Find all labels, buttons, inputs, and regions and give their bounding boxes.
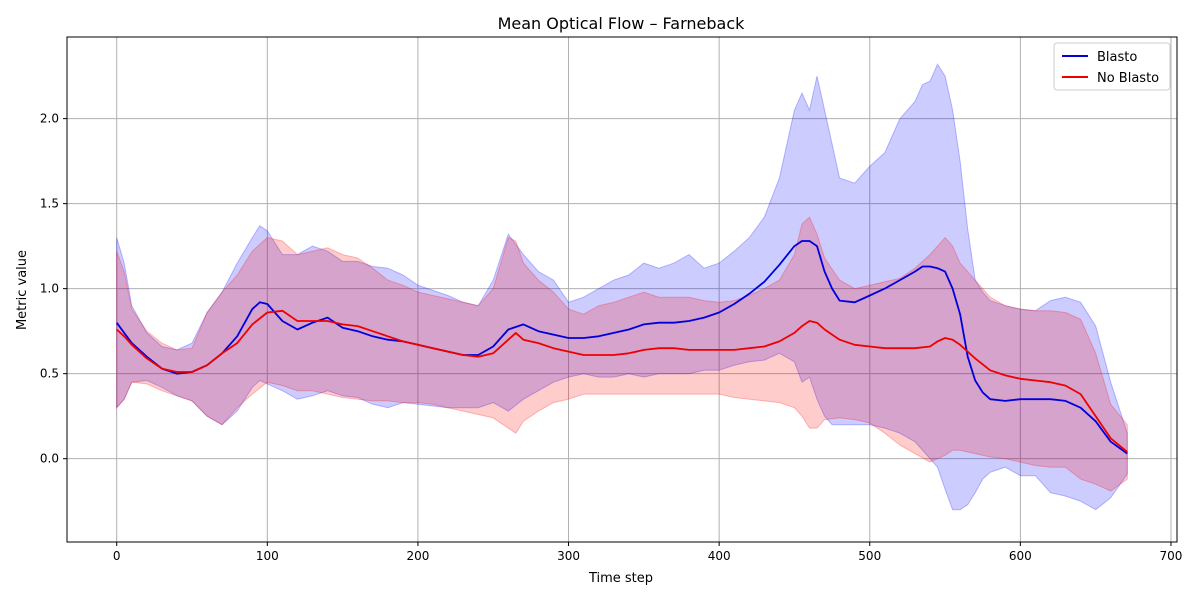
line-layer [115,240,1128,455]
plot-frame [66,36,1178,543]
y-tick-label: 1.5 [40,197,59,211]
x-tick-label: 600 [1009,549,1032,563]
x-tick-label: 500 [858,549,881,563]
legend: Blasto No Blasto [1053,42,1171,91]
x-tick-label: 0 [113,549,121,563]
y-tick-label: 0.5 [40,367,59,381]
legend-label-no-blasto: No Blasto [1097,71,1159,86]
y-tick-label: 1.0 [40,282,59,296]
x-tick-label: 400 [708,549,731,563]
legend-frame [1053,42,1171,91]
x-tick-label: 100 [256,549,279,563]
chart-title: Mean Optical Flow – Farneback [498,14,746,33]
y-axis-label: Metric value [15,250,30,330]
x-tick-label: 700 [1160,549,1183,563]
band-blasto [116,63,1128,511]
y-tick-label: 0.0 [40,452,59,466]
x-tick-label: 300 [557,549,580,563]
legend-label-blasto: Blasto [1097,50,1137,65]
line-blasto [115,240,1128,455]
x-tick-label: 200 [406,549,429,563]
grid-layer [67,37,1177,542]
y-tick-label: 2.0 [40,112,59,126]
tick-layer: 0 100 200 300 400 500 600 700 0.0 0.5 1.0 1.5 2.0 [40,112,1183,563]
x-axis-label: Time step [588,571,653,586]
line-no-blasto [116,309,1128,453]
